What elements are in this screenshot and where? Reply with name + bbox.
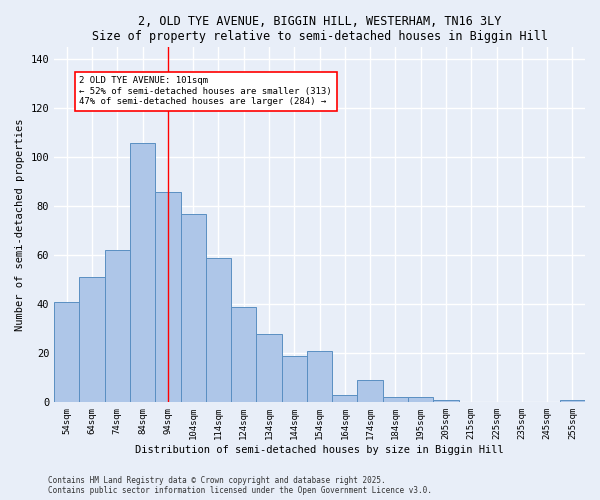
Text: 2 OLD TYE AVENUE: 101sqm
← 52% of semi-detached houses are smaller (313)
47% of : 2 OLD TYE AVENUE: 101sqm ← 52% of semi-d… (79, 76, 332, 106)
Bar (560, 400, 585, 402)
Bar (383, 398, 408, 402)
Bar (408, 398, 433, 402)
Bar (256, 334, 281, 402)
Title: 2, OLD TYE AVENUE, BIGGIN HILL, WESTERHAM, TN16 3LY
Size of property relative to: 2, OLD TYE AVENUE, BIGGIN HILL, WESTERHA… (92, 15, 548, 43)
Bar (307, 351, 332, 403)
Bar (181, 214, 206, 402)
Bar (155, 192, 181, 402)
Text: Contains HM Land Registry data © Crown copyright and database right 2025.
Contai: Contains HM Land Registry data © Crown c… (48, 476, 432, 495)
Bar (358, 380, 383, 402)
Bar (332, 395, 358, 402)
Bar (231, 306, 256, 402)
Bar (54, 302, 79, 402)
Bar (105, 250, 130, 402)
Bar (79, 278, 105, 402)
X-axis label: Distribution of semi-detached houses by size in Biggin Hill: Distribution of semi-detached houses by … (135, 445, 504, 455)
Y-axis label: Number of semi-detached properties: Number of semi-detached properties (15, 118, 25, 331)
Bar (281, 356, 307, 403)
Bar (433, 400, 458, 402)
Bar (130, 142, 155, 402)
Bar (206, 258, 231, 402)
